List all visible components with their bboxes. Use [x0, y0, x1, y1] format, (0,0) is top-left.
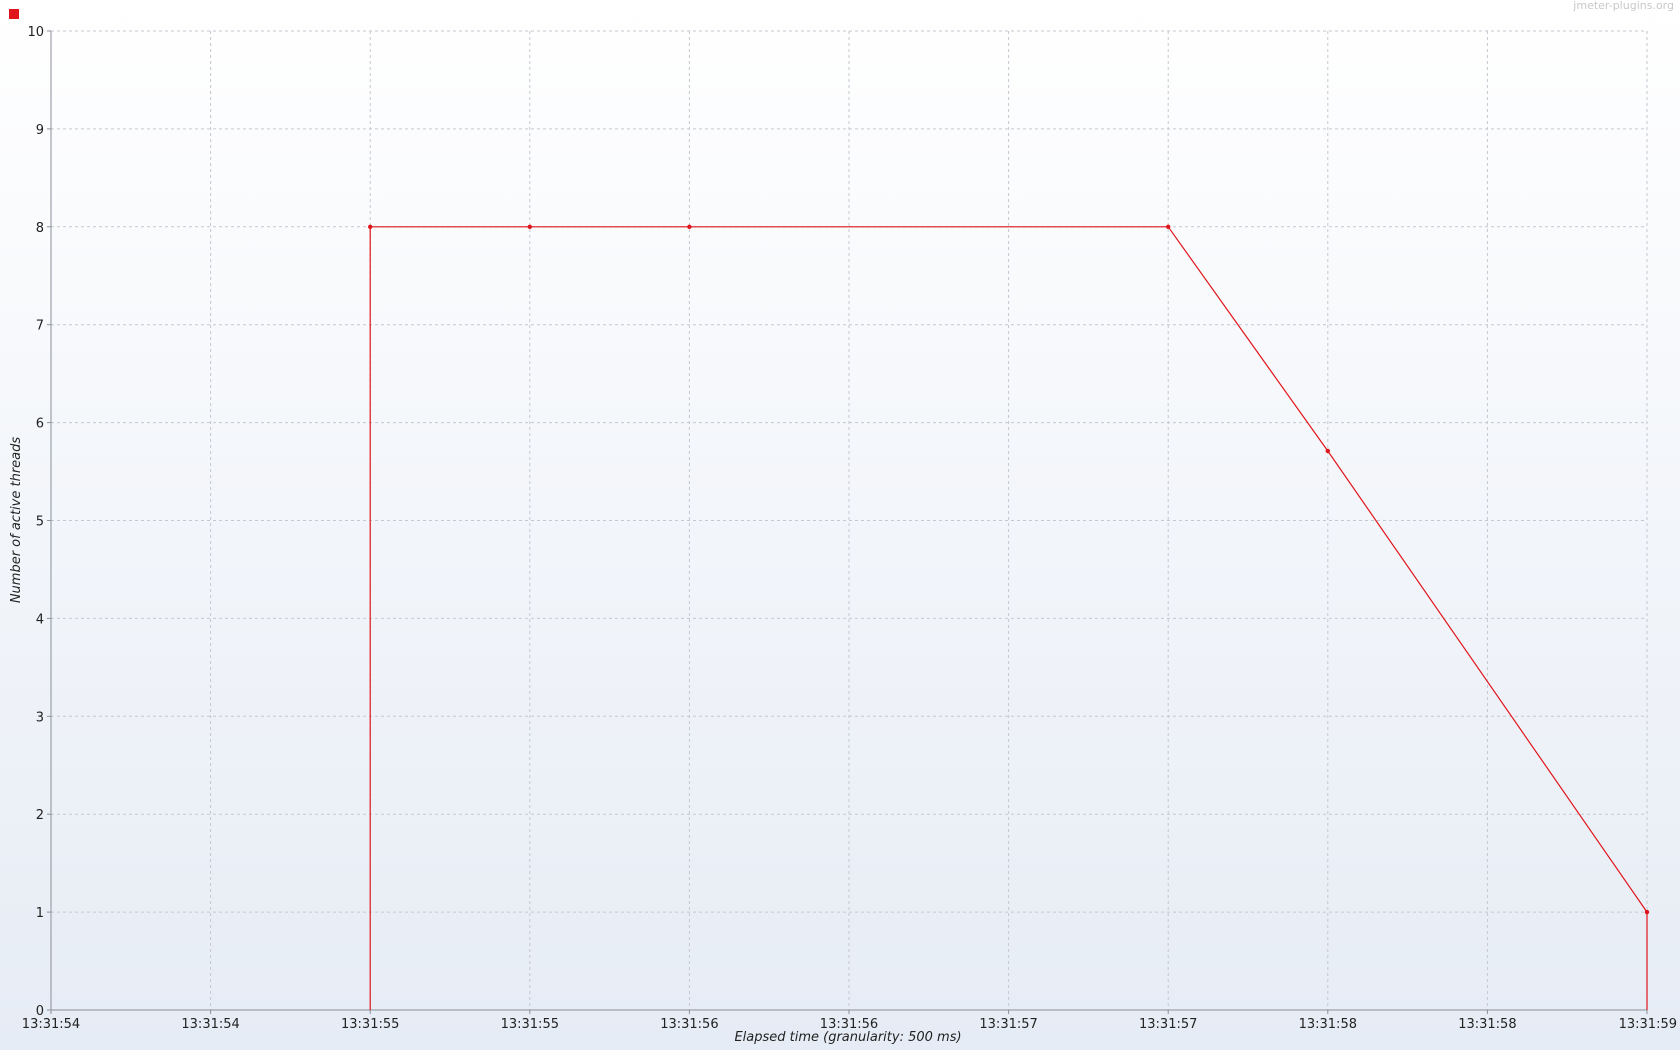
- y-tick-label: 7: [36, 319, 44, 334]
- y-tick-label: 5: [36, 515, 44, 530]
- y-axis-title: Number of active threads: [9, 437, 24, 604]
- x-tick-label: 13:31:58: [1458, 1017, 1516, 1032]
- y-tick-label: 3: [36, 710, 44, 725]
- y-tick-label: 4: [36, 612, 44, 627]
- data-point: [1644, 909, 1650, 915]
- x-axis-title: Elapsed time (granularity: 500 ms): [734, 1030, 961, 1045]
- y-tick-label: 1: [36, 906, 44, 921]
- watermark: jmeter-plugins.org: [1572, 0, 1674, 12]
- data-point: [1325, 448, 1331, 454]
- x-tick-label: 13:31:59: [1619, 1017, 1677, 1032]
- data-point: [687, 224, 692, 229]
- series-line: [369, 226, 1648, 1010]
- x-tick-label: 13:31:55: [341, 1017, 399, 1032]
- x-tick-label: 13:31:55: [501, 1017, 559, 1032]
- data-point: [527, 224, 532, 229]
- y-tick-label: 6: [36, 417, 44, 432]
- x-tick-label: 13:31:54: [22, 1017, 80, 1032]
- x-tick-label: 13:31:58: [1299, 1017, 1357, 1032]
- x-tick-label: 13:31:57: [1139, 1017, 1197, 1032]
- series-layer: [368, 224, 1650, 1010]
- axes: [47, 30, 1648, 1014]
- y-tick-label: 9: [36, 123, 44, 138]
- x-tick-label: 13:31:56: [660, 1017, 718, 1032]
- y-tick-label: 2: [36, 808, 44, 823]
- legend-swatch: [9, 9, 19, 19]
- y-tick-label: 0: [36, 1004, 44, 1019]
- data-point: [1166, 224, 1171, 229]
- x-tick-label: 13:31:56: [820, 1017, 878, 1032]
- y-tick-label: 10: [27, 25, 44, 40]
- x-tick-label: 13:31:54: [181, 1017, 239, 1032]
- y-tick-label: 8: [36, 221, 44, 236]
- data-point: [368, 224, 373, 229]
- x-tick-label: 13:31:57: [979, 1017, 1037, 1032]
- tick-labels: 0 1 2 3 4 5 6 7 8 9 10 13:31:54 13:31:54 13:31:55 13:3…: [22, 25, 1677, 1032]
